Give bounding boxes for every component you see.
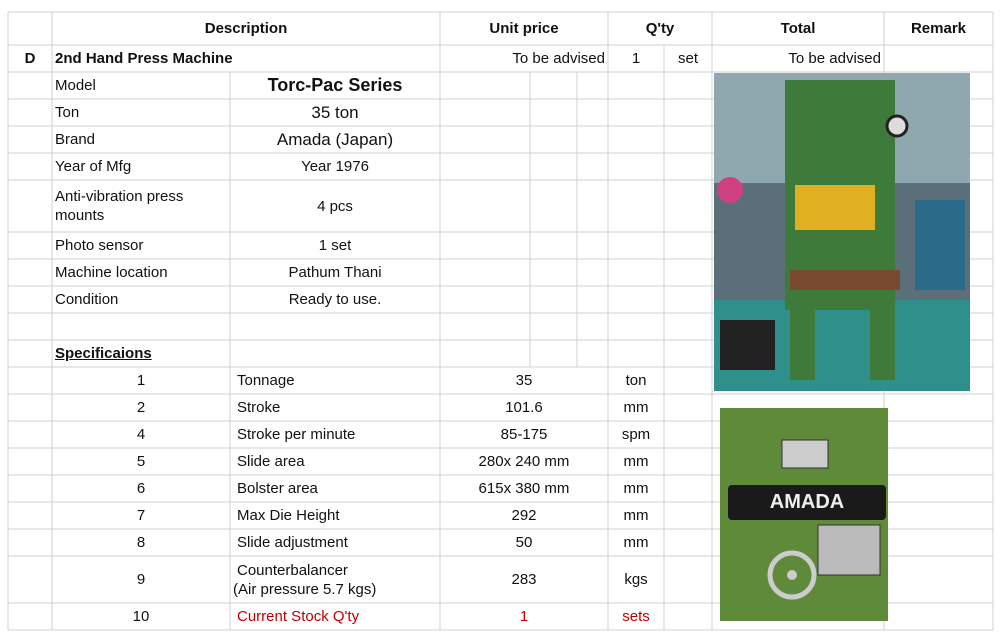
specs-heading: Specificaions: [55, 345, 152, 362]
spec-number: 7: [136, 507, 146, 524]
spec-value: 35: [515, 372, 533, 389]
detail-value: Amada (Japan): [276, 130, 394, 149]
spec-number: 5: [136, 453, 146, 470]
spec-value: 50: [515, 534, 533, 551]
spec-value: 101.6: [505, 399, 543, 416]
spec-value: 292: [511, 507, 537, 524]
item-name: 2nd Hand Press Machine: [55, 50, 233, 67]
spec-unit: sets: [622, 608, 650, 625]
spec-number: 10: [132, 608, 150, 625]
spec-number: 4: [136, 426, 146, 443]
spec-unit: mm: [623, 399, 649, 416]
spec-unit: ton: [625, 372, 647, 389]
spec-number: 2: [136, 399, 146, 416]
svg-text:AMADA: AMADA: [770, 491, 844, 513]
detail-label: Machine location: [55, 264, 168, 281]
spec-name: Stroke: [237, 399, 281, 416]
spec-value: 1: [519, 608, 529, 625]
spec-value: 280x 240 mm: [478, 453, 570, 470]
detail-value: 4 pcs: [317, 197, 353, 215]
item-qty: 1: [631, 50, 641, 67]
spec-name: Counterbalancer: [237, 561, 348, 579]
detail-label: Condition: [55, 291, 119, 308]
detail-label: Brand: [55, 131, 96, 148]
spec-name: Stroke per minute: [237, 426, 356, 443]
spec-unit: spm: [621, 426, 651, 443]
detail-label: Ton: [55, 104, 80, 121]
spec-name: Current Stock Q'ty: [237, 608, 360, 625]
detail-value: 1 set: [318, 237, 352, 254]
spec-value: 283: [511, 571, 537, 588]
detail-value: 35 ton: [311, 103, 359, 122]
spec-unit: mm: [623, 534, 649, 551]
spec-number: 6: [136, 480, 146, 497]
spec-name: Max Die Height: [237, 507, 340, 524]
spec-number: 9: [136, 571, 146, 588]
detail-label: Photo sensor: [55, 237, 144, 254]
spec-value: 85-175: [500, 426, 548, 443]
detail-value: Pathum Thani: [288, 264, 382, 281]
detail-label: Model: [55, 77, 96, 94]
spec-unit: mm: [623, 480, 649, 497]
item-code: D: [24, 50, 36, 67]
nameplate-photo: AMADA: [720, 408, 888, 621]
header-description: Description: [204, 20, 288, 37]
machine-photo: [714, 73, 970, 391]
spec-name: Bolster area: [237, 480, 318, 497]
spec-number: 8: [136, 534, 146, 551]
header-remark: Remark: [910, 20, 967, 37]
item-total: To be advised: [788, 50, 881, 67]
spec-unit: mm: [623, 453, 649, 470]
detail-value: Year 1976: [301, 158, 369, 175]
detail-label: Year of Mfg: [55, 158, 132, 175]
spec-unit: kgs: [624, 571, 648, 588]
header-unit-price: Unit price: [489, 20, 559, 37]
spec-note: (Air pressure 5.7 kgs): [233, 580, 377, 598]
header-qty: Q'ty: [645, 20, 675, 37]
spec-name: Slide area: [237, 453, 305, 470]
detail-label: Anti-vibration press mounts: [55, 188, 184, 224]
item-unit-price: To be advised: [512, 50, 605, 67]
detail-value: Ready to use.: [288, 291, 382, 308]
spec-name: Slide adjustment: [237, 534, 348, 551]
spec-number: 1: [136, 372, 146, 389]
header-total: Total: [780, 20, 816, 37]
spec-unit: mm: [623, 507, 649, 524]
spec-name-group: Counterbalancer (Air pressure 5.7 kgs): [233, 556, 440, 603]
detail-value: Torc-Pac Series: [267, 75, 403, 95]
spec-value: 615x 380 mm: [478, 480, 570, 497]
spec-name: Tonnage: [237, 372, 295, 389]
item-unit: set: [677, 50, 698, 67]
